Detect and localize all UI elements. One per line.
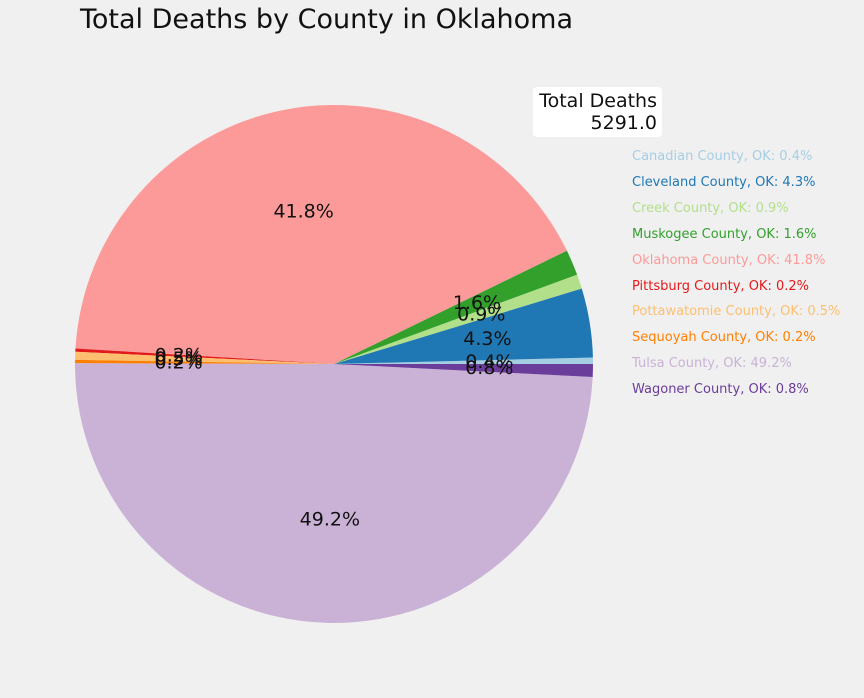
legend-item-creek-county-ok: Creek County, OK: 0.9% (632, 200, 789, 216)
chart-title: Total Deaths by County in Oklahoma (80, 4, 573, 35)
pie-percent-label: 0.9% (457, 304, 505, 326)
legend-item-sequoyah-county-ok: Sequoyah County, OK: 0.2% (632, 330, 816, 346)
pie-percent-label: 41.8% (273, 201, 333, 223)
pie-slice-cleveland-county-ok (334, 288, 593, 364)
pie-slice-tulsa-county-ok (74, 363, 593, 623)
legend-item-cleveland-county-ok: Cleveland County, OK: 4.3% (632, 174, 816, 190)
pie-slice-pottawatomie-county-ok (75, 351, 334, 364)
legend-item-canadian-county-ok: Canadian County, OK: 0.4% (632, 149, 813, 164)
pie-percent-label: 1.6% (453, 292, 501, 314)
pie-slice-oklahoma-county-ok (75, 105, 567, 365)
legend-item-oklahoma-county-ok: Oklahoma County, OK: 41.8% (632, 252, 826, 268)
legend-item-wagoner-county-ok: Wagoner County, OK: 0.8% (632, 382, 809, 398)
pie-slice-pittsburg-county-ok (75, 348, 334, 364)
total-deaths-value: 5291.0 (590, 112, 657, 134)
total-deaths-label: Total Deaths (539, 90, 657, 112)
pie-slice-wagoner-county-ok (334, 364, 593, 378)
pie-percent-label: 0.2% (154, 352, 202, 374)
legend-item-tulsa-county-ok: Tulsa County, OK: 49.2% (632, 356, 792, 372)
legend-item-pottawatomie-county-ok: Pottawatomie County, OK: 0.5% (632, 304, 841, 320)
pie-slice-muskogee-county-ok (334, 250, 578, 364)
legend-item-pittsburg-county-ok: Pittsburg County, OK: 0.2% (632, 278, 809, 294)
pie-slices (74, 105, 593, 623)
pie-percent-label: 0.8% (465, 357, 513, 379)
legend: Canadian County, OK: 0.4% Cleveland Count… (632, 144, 840, 403)
pie-percent-label: 4.3% (463, 328, 511, 350)
pie-slice-creek-county-ok (334, 274, 582, 364)
pie-slice-canadian-county-ok (334, 357, 593, 364)
legend-item-muskogee-county-ok: Muskogee County, OK: 1.6% (632, 226, 817, 242)
pie-percent-label: 0.4% (465, 351, 513, 373)
pie-slice-sequoyah-county-ok (75, 359, 334, 364)
total-deaths-annotation: Total Deaths 5291.0 (533, 87, 662, 137)
pie-percent-label: 49.2% (300, 508, 360, 530)
pie-percent-labels: 0.4%4.3%0.9%1.6% 41.8% 0.2%0.5%0.2% 49.2% 0.… (154, 201, 513, 531)
pie-percent-label: 0.2% (155, 345, 203, 367)
pie-percent-label: 0.5% (155, 348, 203, 370)
